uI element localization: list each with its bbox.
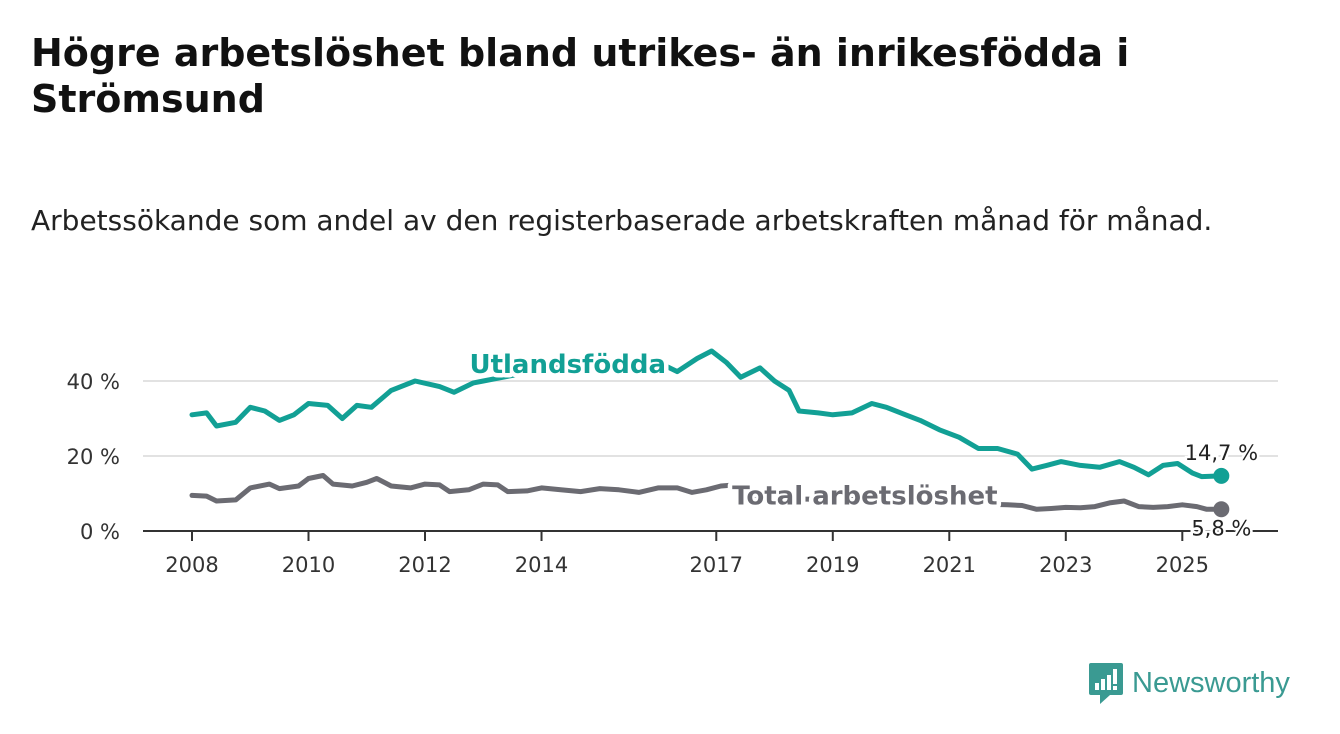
end-labels: 14,7 % 5,8 %	[1182, 438, 1260, 542]
y-tick-label: 40 %	[67, 370, 120, 394]
x-axis-tick-labels: 2008 2010 2012 2014 2017 2019 2021 2023 2025	[165, 553, 1209, 577]
x-tick-label: 2021	[923, 553, 976, 577]
y-tick-label: 0 %	[80, 520, 120, 544]
x-tick-label: 2017	[690, 553, 743, 577]
end-point-utlandsfodda	[1213, 467, 1230, 484]
gridlines	[143, 380, 1278, 457]
x-axis-ticks	[191, 531, 1184, 541]
end-point-total-arbetsloshet	[1213, 501, 1230, 518]
y-tick-label: 20 %	[67, 445, 120, 469]
series-label-total-arbetsloshet: Total arbetslöshet	[732, 481, 997, 511]
series-line-total-arbetsloshet	[189, 473, 1224, 512]
x-tick-label: 2023	[1039, 553, 1092, 577]
x-tick-label: 2014	[515, 553, 568, 577]
series-annotations: Utlandsfödda Total arbetslöshet	[465, 346, 1002, 516]
x-tick-label: 2019	[806, 553, 859, 577]
newsworthy-logo-icon	[1089, 663, 1123, 704]
chart-title: Högre arbetslöshet bland utrikes- än inr…	[31, 31, 1130, 121]
y-axis-tick-labels: 0 % 20 % 40 %	[67, 370, 120, 544]
series-line-utlandsfodda	[189, 348, 1224, 480]
chart-subtitle: Arbetssökande som andel av den registerb…	[31, 204, 1213, 237]
x-tick-label: 2025	[1156, 553, 1209, 577]
series-label-utlandsfodda: Utlandsfödda	[469, 350, 666, 380]
end-value-label-total-arbetsloshet: 5,8 %	[1191, 516, 1251, 540]
x-tick-label: 2012	[398, 553, 451, 577]
end-value-label-utlandsfodda: 14,7 %	[1185, 441, 1258, 465]
newsworthy-logo: Newsworthy	[1088, 660, 1290, 706]
x-tick-label: 2010	[282, 553, 335, 577]
brand-name: Newsworthy	[1132, 666, 1290, 699]
series-layer	[189, 348, 1224, 512]
x-tick-label: 2008	[165, 553, 218, 577]
